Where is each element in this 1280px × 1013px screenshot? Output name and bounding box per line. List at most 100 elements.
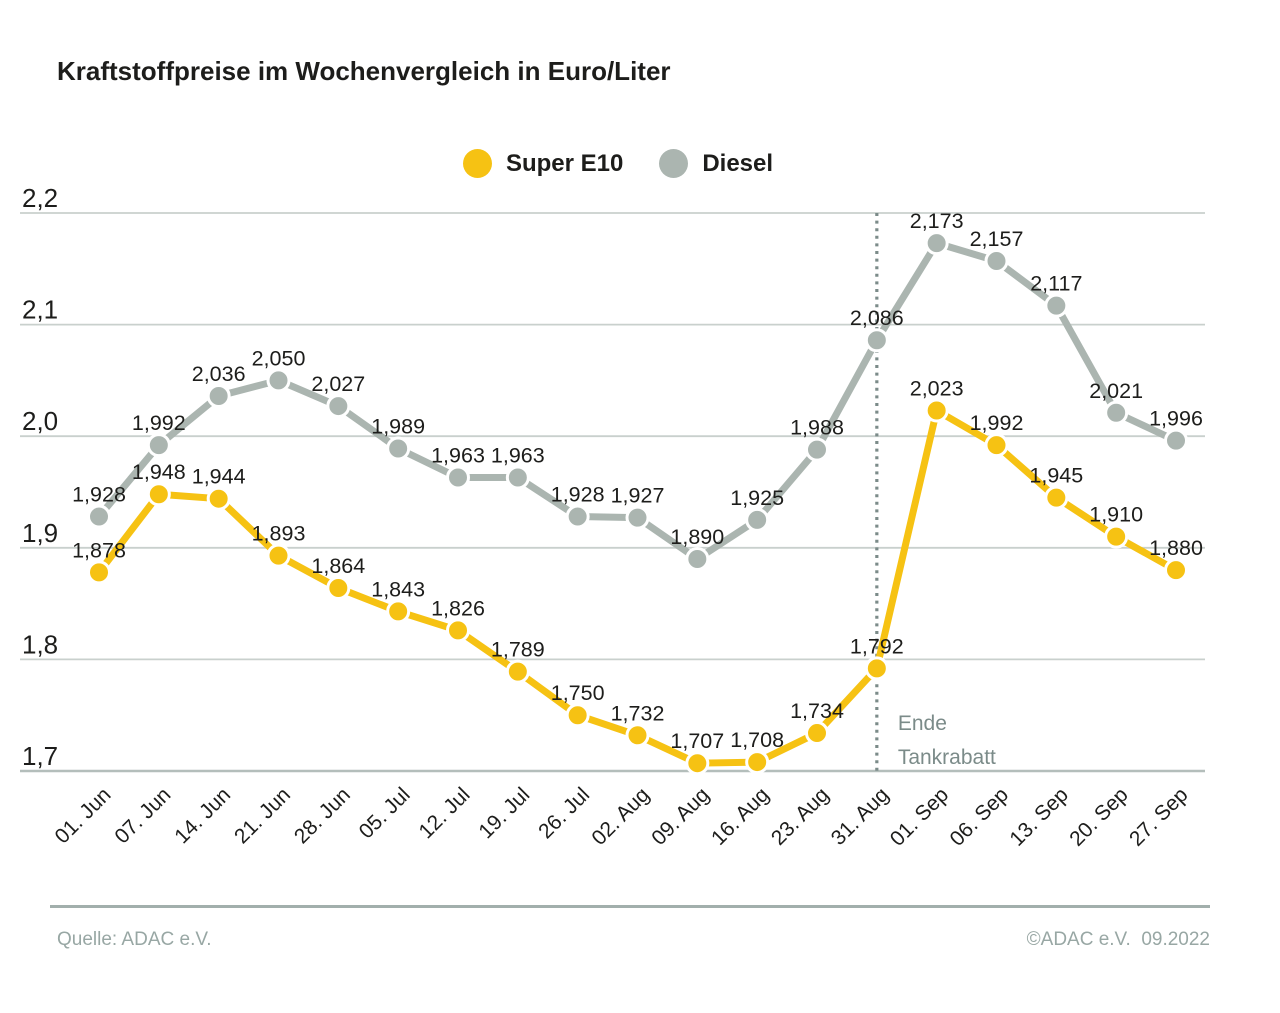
diesel-marker xyxy=(446,465,470,490)
diesel-data-label: 1,963 xyxy=(491,443,545,467)
x-axis-label: 07. Jun xyxy=(110,783,175,848)
super-e10-marker xyxy=(87,560,111,585)
diesel-marker xyxy=(565,504,590,529)
super-e10-data-label: 1,750 xyxy=(551,681,605,705)
diesel-marker xyxy=(1044,293,1069,318)
super-e10-marker xyxy=(924,398,949,423)
diesel-data-label: 1,989 xyxy=(371,414,425,438)
diesel-data-label: 1,928 xyxy=(72,483,126,507)
footer-divider xyxy=(50,905,1210,908)
diesel-marker xyxy=(326,394,351,419)
super-e10-data-label: 1,944 xyxy=(192,465,246,489)
super-e10-data-label: 1,789 xyxy=(491,638,545,662)
super-e10-data-label: 1,792 xyxy=(850,634,904,658)
x-axis-label: 02. Aug xyxy=(587,783,654,850)
super-e10-data-label: 1,707 xyxy=(670,729,724,753)
diesel-data-label: 1,925 xyxy=(730,486,784,510)
super-e10-data-label: 1,910 xyxy=(1089,503,1143,527)
super-e10-data-label: 1,880 xyxy=(1149,536,1203,560)
diesel-marker xyxy=(745,507,770,532)
x-axis-label: 28. Jun xyxy=(290,783,355,848)
super-e10-marker xyxy=(625,723,650,748)
legend-label-super-e10: Super E10 xyxy=(505,149,624,177)
diesel-marker xyxy=(805,437,829,462)
super-e10-marker xyxy=(446,618,470,643)
super-e10-data-label: 1,878 xyxy=(72,538,126,562)
diesel-data-label: 2,157 xyxy=(970,227,1024,251)
diesel-data-label: 2,086 xyxy=(850,306,904,330)
tankrabatt-annotation: Tankrabatt xyxy=(898,746,996,769)
diesel-legend-dot-icon xyxy=(659,149,689,178)
super-e10-data-label: 1,893 xyxy=(252,522,306,546)
x-axis-label: 23. Aug xyxy=(767,783,834,850)
diesel-marker xyxy=(87,504,111,529)
x-axis-label: 06. Sep xyxy=(946,783,1013,850)
diesel-marker xyxy=(146,433,171,458)
y-axis-label: 2,2 xyxy=(22,183,58,213)
legend-item-diesel: Diesel xyxy=(659,149,773,178)
x-axis-label: 20. Sep xyxy=(1065,783,1132,850)
super-e10-marker xyxy=(266,543,291,568)
diesel-data-label: 2,173 xyxy=(910,209,964,233)
diesel-data-label: 2,117 xyxy=(1030,272,1082,296)
diesel-marker xyxy=(924,231,949,256)
source-note: Quelle: ADAC e.V. xyxy=(57,929,212,950)
super-e10-marker xyxy=(984,433,1009,458)
diesel-data-label: 1,927 xyxy=(611,484,665,508)
x-axis-label: 16. Aug xyxy=(707,783,774,850)
super-e10-marker xyxy=(1044,485,1069,510)
x-axis-label: 14. Jun xyxy=(170,783,235,848)
super-e10-data-label: 1,826 xyxy=(431,596,485,620)
diesel-marker xyxy=(1104,400,1129,425)
diesel-marker xyxy=(266,368,291,393)
legend-item-super-e10: Super E10 xyxy=(462,149,624,178)
diesel-marker xyxy=(1164,428,1188,453)
diesel-data-label: 1,890 xyxy=(670,525,724,549)
y-axis-label: 2,0 xyxy=(22,406,58,436)
super-e10-marker xyxy=(565,703,590,728)
super-e10-marker xyxy=(505,659,530,684)
y-axis-label: 1,9 xyxy=(22,518,58,548)
tankrabatt-annotation: Ende xyxy=(898,712,947,735)
diesel-data-label: 2,027 xyxy=(311,372,365,396)
x-axis-label: 05. Jul xyxy=(355,783,415,843)
super-e10-marker xyxy=(864,656,889,681)
super-e10-marker xyxy=(206,486,231,511)
diesel-marker xyxy=(386,436,411,461)
y-axis-label: 2,1 xyxy=(22,295,58,325)
diesel-marker xyxy=(984,248,1009,273)
y-axis-label: 1,7 xyxy=(22,741,58,771)
legend: Super E10 Diesel xyxy=(0,149,1258,178)
diesel-marker xyxy=(505,465,530,490)
super-e10-data-label: 1,732 xyxy=(611,701,665,725)
super-e10-legend-dot-icon xyxy=(462,149,492,178)
super-e10-data-label: 1,843 xyxy=(371,577,425,601)
diesel-marker xyxy=(864,328,889,353)
super-e10-marker xyxy=(685,751,710,776)
diesel-data-label: 1,996 xyxy=(1149,407,1203,431)
x-axis-label: 12. Jul xyxy=(415,783,475,843)
x-axis-label: 21. Jun xyxy=(230,783,295,848)
x-axis-label: 01. Jun xyxy=(51,783,116,848)
diesel-data-label: 1,963 xyxy=(431,443,485,467)
diesel-data-label: 1,988 xyxy=(790,416,844,440)
x-axis-label: 19. Jul xyxy=(474,783,534,843)
super-e10-marker xyxy=(1164,558,1188,583)
super-e10-data-label: 1,948 xyxy=(132,460,186,484)
x-axis-label: 26. Jul xyxy=(534,783,594,843)
diesel-data-label: 1,928 xyxy=(551,483,605,507)
super-e10-marker xyxy=(146,482,171,507)
diesel-marker xyxy=(625,505,650,530)
diesel-data-label: 2,021 xyxy=(1089,379,1143,403)
super-e10-marker xyxy=(805,721,829,746)
diesel-data-label: 2,050 xyxy=(252,346,306,370)
super-e10-data-label: 1,945 xyxy=(1029,464,1083,488)
diesel-data-label: 2,036 xyxy=(192,362,246,386)
super-e10-marker xyxy=(1104,524,1129,549)
x-axis-label: 31. Aug xyxy=(827,783,894,850)
x-axis-label: 01. Sep xyxy=(886,783,953,850)
diesel-marker xyxy=(206,384,231,409)
super-e10-marker xyxy=(386,599,411,624)
